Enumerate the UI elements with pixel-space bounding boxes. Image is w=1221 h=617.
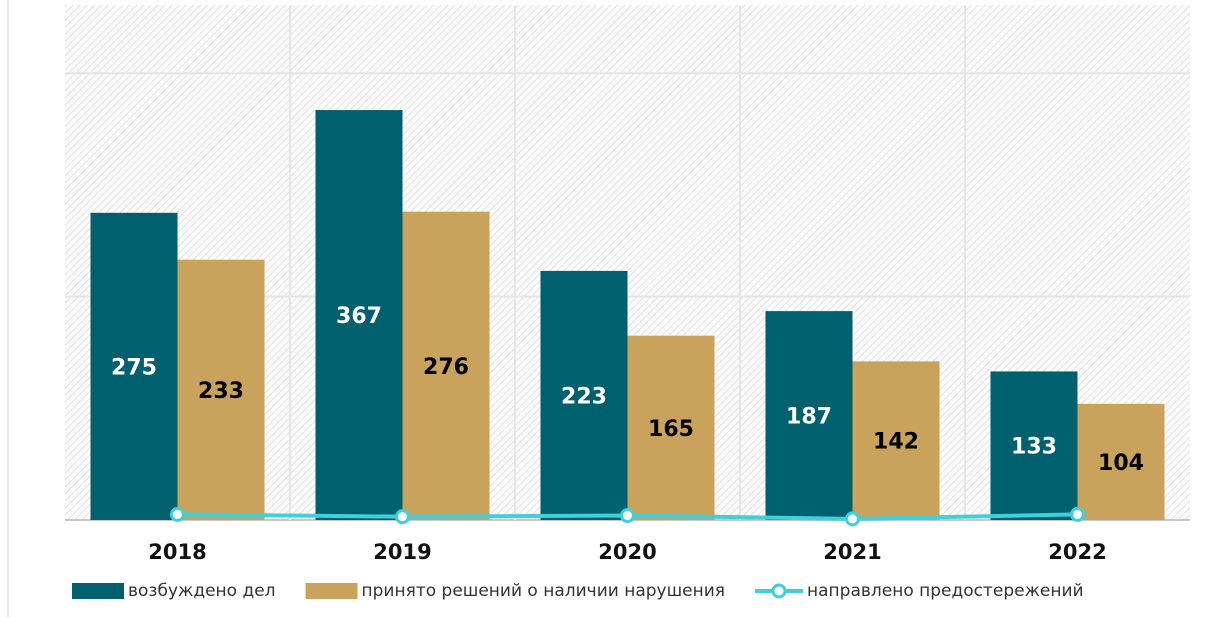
legend-label: направлено предостережений xyxy=(807,581,1084,601)
bar xyxy=(990,371,1078,520)
bar xyxy=(402,211,490,520)
data-label: 187 xyxy=(786,405,832,430)
legend-swatch xyxy=(72,583,124,599)
line-point xyxy=(170,506,185,522)
x-tick-label: 2018 xyxy=(148,540,206,564)
legend-swatch xyxy=(305,583,358,599)
legend-label: принято решений о наличии нарушения xyxy=(362,581,725,601)
x-tick-label: 2020 xyxy=(598,540,656,564)
bar xyxy=(852,361,940,520)
x-tick-label: 2021 xyxy=(823,540,881,564)
bar xyxy=(177,259,265,520)
data-label: 223 xyxy=(561,384,607,409)
bar xyxy=(540,270,628,520)
bar xyxy=(765,311,853,520)
data-label: 165 xyxy=(648,417,694,442)
data-label: 133 xyxy=(1011,435,1057,460)
bar xyxy=(1077,403,1165,520)
data-label: 142 xyxy=(873,430,919,455)
data-label: 104 xyxy=(1098,451,1144,476)
line-point xyxy=(395,509,410,525)
line-point xyxy=(1070,506,1085,522)
legend-label: возбуждено дел xyxy=(128,581,276,601)
legend-marker xyxy=(771,583,787,599)
data-label: 275 xyxy=(111,355,157,380)
data-label: 276 xyxy=(423,355,469,380)
x-tick-label: 2019 xyxy=(373,540,431,564)
bar xyxy=(627,335,715,520)
bar xyxy=(315,110,403,520)
data-label: 233 xyxy=(198,379,244,404)
line-point xyxy=(620,508,635,524)
bar xyxy=(90,212,178,520)
x-tick-label: 2022 xyxy=(1048,540,1106,564)
data-label: 367 xyxy=(336,304,382,329)
line-point xyxy=(845,511,860,527)
